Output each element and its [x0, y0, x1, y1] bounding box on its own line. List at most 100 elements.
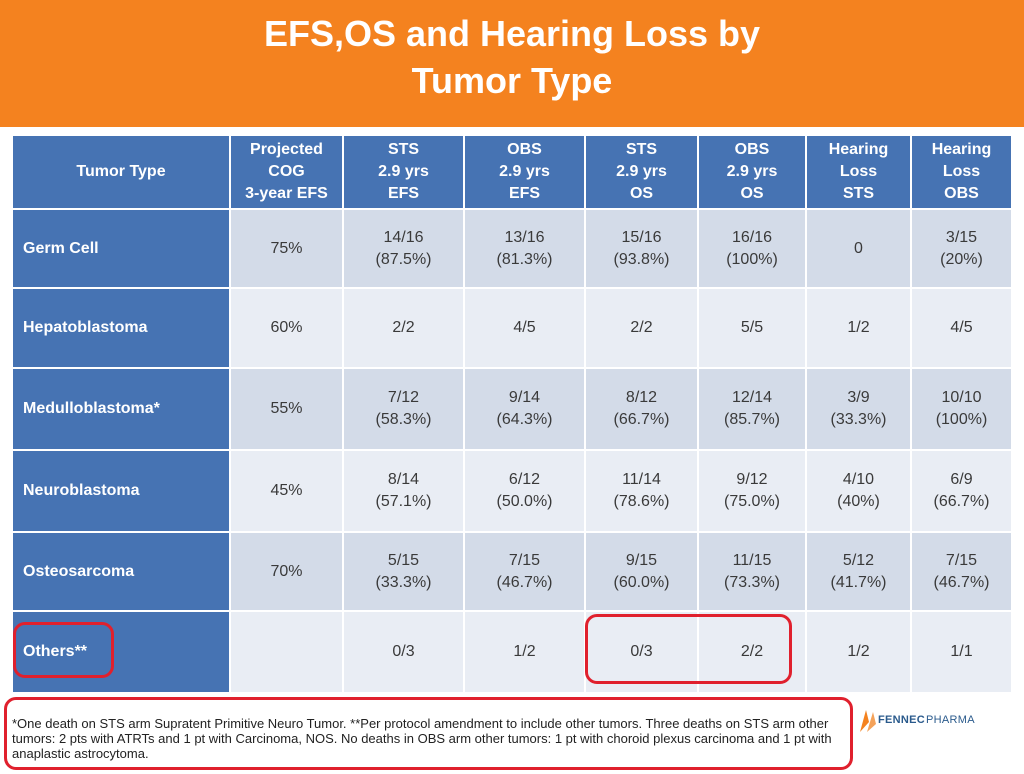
column-header-line: OBS	[734, 141, 770, 158]
value-cell: 7/15 (46.7%)	[463, 531, 586, 612]
column-header-line: OS	[740, 185, 764, 202]
cell-value-line: 5/12	[842, 551, 875, 569]
cell-value-line: 11/14	[622, 471, 661, 488]
os-highlight-box	[585, 614, 792, 684]
cell-value-line: 1/2	[847, 319, 870, 336]
value-cell: 14/16 (87.5%)	[342, 208, 465, 289]
value-cell: 15/16 (93.8%)	[584, 208, 699, 289]
value-cell: 12/14 (85.7%)	[697, 367, 807, 451]
table-row: Neuroblastoma 45% 8/14 (57.1%) 6/12 (50.0%) 11…	[11, 449, 1013, 533]
cell-value-line: (57.1%)	[375, 493, 432, 510]
value-cell: 7/12 (58.3%)	[342, 367, 465, 451]
value-cell: 45%	[229, 449, 344, 533]
column-header-line: EFS	[387, 185, 420, 202]
cell-value-line: (100%)	[726, 250, 778, 268]
cell-value-line: 14/16	[383, 228, 424, 246]
cell-value-line: 4/5	[950, 319, 973, 336]
value-cell: 3/9 (33.3%)	[805, 367, 912, 451]
cell-value-line: (75.0%)	[723, 493, 781, 510]
cell-value-line: (93.8%)	[613, 250, 670, 268]
tumor-results-table: Tumor Type Projected COG 3-year EFS STS 2.9 y…	[11, 134, 1013, 694]
logo-wordmark-light: PHARMA	[926, 714, 975, 726]
cell-value-line: 45%	[270, 482, 303, 499]
footnote-text: *One death on STS arm Supratent Primitiv…	[12, 716, 832, 761]
table-row: Others** 0/3 1/2 0/3 2/2 1/2 1/1	[11, 610, 1013, 694]
value-cell: 9/15 (60.0%)	[584, 531, 699, 612]
cell-value-line: 4/5	[513, 319, 536, 336]
column-header: Projected COG 3-year EFS	[229, 134, 344, 210]
column-header-line: 2.9 yrs	[616, 163, 667, 180]
cell-value-line: (100%)	[935, 411, 988, 428]
value-cell: 11/15 (73.3%)	[697, 531, 807, 612]
column-header-line: STS	[387, 141, 420, 158]
value-cell: 5/12 (41.7%)	[805, 531, 912, 612]
cell-value-line: (66.7%)	[613, 411, 670, 428]
cell-value-line: 13/16	[504, 228, 545, 246]
column-header: OBS 2.9 yrs OS	[697, 134, 807, 210]
cell-value-line: 4/10	[842, 471, 875, 488]
value-cell: 9/14 (64.3%)	[463, 367, 586, 451]
column-header: Hearing Loss STS	[805, 134, 912, 210]
column-header: STS 2.9 yrs EFS	[342, 134, 465, 210]
value-cell: 8/14 (57.1%)	[342, 449, 465, 533]
column-header-line: OS	[629, 185, 654, 202]
cell-value-line: 7/15	[508, 551, 541, 569]
footnote-highlight-box	[4, 697, 853, 770]
column-header-line: Loss	[839, 163, 878, 180]
column-header: Tumor Type	[11, 134, 231, 210]
value-cell: 75%	[229, 208, 344, 289]
cell-value-line: 60%	[270, 319, 303, 336]
cell-value-line: 11/15	[732, 551, 772, 569]
cell-value-line: (66.7%)	[933, 493, 990, 510]
value-cell: 1/2	[805, 287, 912, 369]
cell-value-line: (60.0%)	[613, 573, 670, 591]
cell-value-line: (73.3%)	[723, 573, 781, 591]
value-cell: 8/12 (66.7%)	[584, 367, 699, 451]
cell-value-line: 9/12	[736, 471, 768, 488]
cell-value-line: 5/15	[387, 551, 420, 569]
column-header-line: STS	[625, 141, 658, 158]
column-header-line: 3-year EFS	[245, 185, 328, 202]
value-cell: 70%	[229, 531, 344, 612]
column-header-line: Hearing	[828, 141, 889, 158]
table-header-row: Tumor Type Projected COG 3-year EFS STS 2.9 y…	[11, 134, 1013, 210]
value-cell: 6/9 (66.7%)	[910, 449, 1013, 533]
cell-value-line: 1/2	[847, 643, 870, 660]
tumor-type-cell: Medulloblastoma*	[11, 367, 231, 451]
tumor-type-cell: Germ Cell	[11, 208, 231, 289]
cell-value-line: 8/12	[625, 389, 658, 406]
column-header-line: Projected	[250, 141, 323, 158]
cell-value-line: (87.5%)	[375, 250, 432, 268]
column-header-line: Loss	[942, 163, 981, 180]
table-body: Germ Cell 75% 14/16 (87.5%) 13/16 (81.3%) 15/1…	[11, 208, 1013, 694]
column-header: STS 2.9 yrs OS	[584, 134, 699, 210]
cell-value-line: 55%	[270, 400, 303, 417]
cell-value-line: 16/16	[731, 228, 773, 246]
value-cell: 9/12 (75.0%)	[697, 449, 807, 533]
cell-value-line: (78.6%)	[613, 493, 670, 510]
table-row: Hepatoblastoma 60% 2/2 4/5 2/2 5/5 1/2 4/5	[11, 287, 1013, 369]
cell-value-line: (40%)	[837, 493, 880, 510]
value-cell: 11/14 (78.6%)	[584, 449, 699, 533]
cell-value-line: 8/14	[387, 471, 420, 488]
cell-value-line: 0/3	[392, 643, 415, 660]
cell-value-line: 1/1	[950, 643, 973, 660]
cell-value-line: (58.3%)	[375, 411, 432, 428]
cell-value-line: 2/2	[740, 643, 764, 660]
cell-value-line: 2/2	[630, 319, 653, 336]
cell-value-line: 7/12	[387, 389, 420, 406]
cell-value-line: (33.3%)	[375, 573, 432, 591]
table-row: Osteosarcoma 70% 5/15 (33.3%) 7/15 (46.7%) 9/1…	[11, 531, 1013, 612]
value-cell: 10/10 (100%)	[910, 367, 1013, 451]
value-cell	[229, 610, 344, 694]
column-header-line: Hearing	[931, 141, 992, 158]
cell-value-line: 12/14	[731, 389, 773, 406]
cell-value-line: 10/10	[941, 389, 982, 406]
table-row: Germ Cell 75% 14/16 (87.5%) 13/16 (81.3%) 15/1…	[11, 208, 1013, 289]
cell-value-line: (41.7%)	[830, 573, 887, 591]
column-header-line: OBS	[507, 141, 542, 158]
cell-value-line: (85.7%)	[723, 411, 781, 428]
title-line-2: Tumor Type	[411, 60, 613, 101]
value-cell: 5/5	[697, 287, 807, 369]
cell-value-line: (64.3%)	[496, 411, 553, 428]
